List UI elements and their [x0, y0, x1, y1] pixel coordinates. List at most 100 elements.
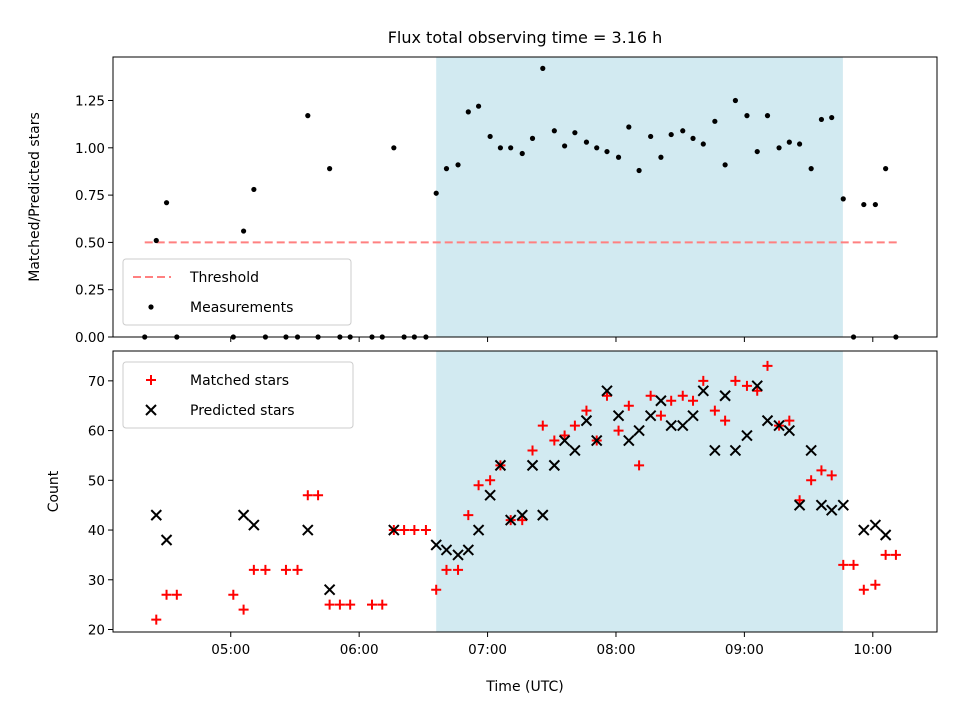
- predicted-star-marker: [160, 534, 173, 546]
- y-tick-label: 70: [88, 374, 105, 390]
- count-panel: 20 30 40 50 60 70 05:00 06:00 07:00 08:00 09:00 10:…: [46, 350, 938, 658]
- matched-star-marker: [559, 430, 570, 441]
- predicted-star-marker: [665, 419, 677, 432]
- axes-frame: [112, 350, 938, 633]
- predicted-star-marker: [677, 419, 689, 432]
- measurement-point: [829, 114, 835, 121]
- measurement-point: [487, 133, 493, 140]
- predicted-star-marker: [825, 504, 838, 516]
- predicted-star-marker: [655, 395, 667, 407]
- measurement-point: [776, 145, 782, 151]
- legend-label: Threshold: [189, 270, 259, 286]
- matched-star-marker: [720, 415, 731, 426]
- matched-star-marker: [146, 375, 156, 385]
- matched-star-marker: [581, 405, 592, 416]
- measurement-point: [797, 141, 803, 147]
- matched-star-marker: [601, 390, 612, 401]
- predicted-star-marker: [537, 509, 549, 521]
- matched-star-marker: [838, 559, 849, 570]
- matched-star-marker: [613, 425, 624, 436]
- predicted-star-marker: [837, 499, 849, 511]
- matched-star-marker: [151, 614, 162, 625]
- predicted-star-marker: [323, 584, 336, 596]
- measurement-point: [732, 97, 738, 104]
- matched-star-marker: [634, 460, 645, 471]
- matched-star-marker: [537, 420, 548, 431]
- predicted-star-marker: [526, 459, 539, 472]
- measurement-point: [712, 118, 718, 124]
- measurement-point: [391, 145, 397, 151]
- x-tick-label: 09:00: [725, 642, 764, 658]
- matched-star-marker: [260, 564, 271, 575]
- x-axis-label: Time (UTC): [485, 679, 563, 695]
- measurement-point: [433, 190, 439, 196]
- predicted-star-marker: [430, 539, 442, 551]
- measurement-point: [786, 139, 792, 145]
- matched-star-marker: [302, 490, 313, 501]
- predicted-star-marker: [741, 429, 753, 442]
- matched-star-marker: [409, 525, 420, 536]
- predicted-star-marker: [879, 529, 892, 541]
- predicted-star-marker: [697, 385, 710, 397]
- measurement-point: [722, 162, 728, 168]
- x-tick-label: 08:00: [597, 642, 636, 658]
- predicted-star-marker: [558, 434, 571, 447]
- predicted-star-marker: [569, 444, 581, 457]
- matched-star-marker: [473, 480, 484, 491]
- matched-star-marker: [549, 435, 560, 446]
- predicted-star-marker: [869, 519, 882, 531]
- matched-star-marker: [517, 515, 528, 526]
- predicted-star-marker: [644, 409, 657, 422]
- legend-label: Matched stars: [190, 373, 289, 389]
- legend-measurement-swatch: [148, 304, 154, 310]
- measurement-point: [540, 65, 546, 71]
- ratio-panel: 0.00 0.25 0.50 0.75 1.00 1.25 Matched/Predicte…: [27, 56, 938, 346]
- y-axis-label: Matched/Predicted stars: [27, 112, 43, 282]
- measurement-point: [240, 228, 247, 234]
- y-tick-label: 0.25: [75, 283, 105, 299]
- legend: Matched stars Predicted stars: [122, 361, 354, 429]
- matched-star-marker: [794, 495, 805, 506]
- matched-star-marker: [313, 490, 324, 501]
- measurement-point: [551, 128, 557, 134]
- measurement-point: [519, 150, 525, 157]
- matched-star-marker: [880, 549, 891, 560]
- predicted-star-marker: [623, 434, 635, 447]
- matched-star-marker: [698, 375, 709, 386]
- matched-star-marker: [858, 584, 869, 595]
- predicted-star-marker: [302, 524, 314, 536]
- matched-star-marker: [762, 360, 773, 371]
- measurement-point: [818, 116, 825, 123]
- matched-star-marker: [741, 380, 752, 391]
- matched-star-marker: [709, 405, 720, 416]
- measurement-point: [700, 141, 706, 147]
- matched-star-marker: [826, 470, 837, 481]
- matched-star-marker: [334, 599, 345, 610]
- measurement-point: [572, 130, 578, 136]
- predicted-star-marker: [440, 544, 453, 556]
- y-tick-label: 50: [88, 473, 105, 489]
- measurement-point: [153, 237, 159, 244]
- measurement-point: [497, 145, 504, 151]
- legend-predicted-swatch: [145, 404, 157, 416]
- matched-star-marker: [399, 525, 410, 536]
- predicted-star-marker: [150, 509, 162, 521]
- predicted-star-marker: [793, 499, 806, 511]
- measurement-point: [163, 200, 170, 206]
- measurement-point: [680, 128, 686, 134]
- matched-star-marker: [623, 400, 634, 411]
- matched-star-marker: [485, 475, 496, 486]
- measurement-point: [475, 103, 482, 109]
- predicted-star-marker: [805, 444, 817, 457]
- legend-box: [122, 258, 352, 326]
- measurement-point: [648, 133, 654, 140]
- measurement-point: [443, 166, 450, 172]
- measurement-point: [626, 124, 632, 130]
- x-tick-label: 06:00: [340, 642, 379, 658]
- matched-star-marker: [527, 445, 538, 456]
- measurement-point: [636, 167, 642, 174]
- measurement-point: [668, 131, 674, 138]
- matched-star-marker: [463, 510, 474, 521]
- y-tick-label: 30: [88, 573, 105, 589]
- predicted-star-marker: [687, 409, 699, 422]
